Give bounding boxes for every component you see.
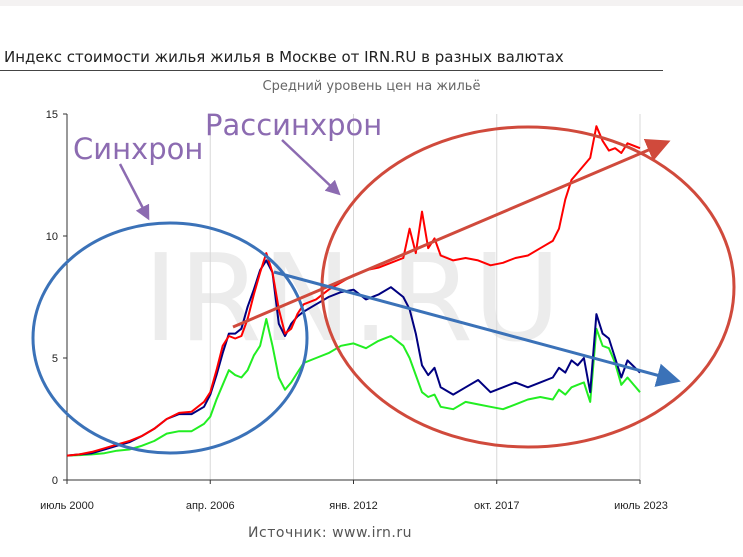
y-ticks: 0 5 10 15 [46,109,67,487]
chart-subtitle: Средний уровень цен на жильё [262,79,481,94]
sync-label: Синхрон [73,132,203,166]
sync-ellipse [31,221,309,455]
sync-arrow [273,270,681,387]
top-strip [0,0,743,6]
x-tick-label: июль 2023 [614,500,668,512]
x-tick-label: янв. 2012 [329,500,377,512]
desync-pointer-arrow [281,139,341,196]
y-tick-label: 15 [46,109,58,121]
x-tick-label: июль 2000 [40,500,94,512]
source-note: Источник: www.irn.ru [248,525,412,541]
x-tick-label: окт. 2017 [474,500,519,512]
sync-pointer-arrow [118,163,150,221]
y-tick-label: 10 [46,231,58,243]
desync-arrow [232,139,671,329]
desync-label: Рассинхрон [205,108,382,142]
y-tick-label: 5 [52,353,58,365]
y-tick-label: 0 [52,475,58,487]
chart-grid [209,114,641,480]
title-underline [0,70,663,71]
x-tick-label: апр. 2006 [186,500,235,512]
series-line-2 [66,318,641,457]
watermark: IRN.RU [143,230,561,369]
x-ticks: июль 2000 апр. 2006 янв. 2012 окт. 2017 июль… [40,480,668,512]
chart-title: Индекс стоимости жилья жилья в Москве от… [4,48,564,66]
desync-ellipse [320,125,736,449]
